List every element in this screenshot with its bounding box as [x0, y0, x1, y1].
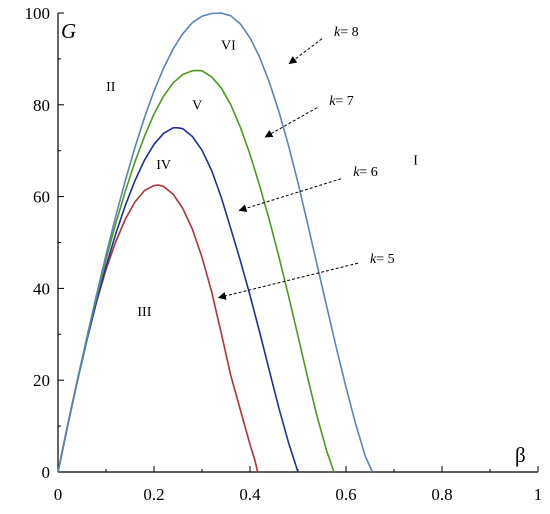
x-tick-label: 0.6 [335, 485, 356, 504]
region-label: I [413, 153, 418, 168]
region-label: V [192, 98, 202, 113]
series-line-3 [57, 69, 335, 473]
region-label: IV [156, 158, 171, 173]
k-value: = 8 [340, 25, 358, 40]
k-annotation-label: k= 5 [370, 252, 395, 267]
k-value: = 6 [359, 165, 377, 180]
curves [57, 12, 374, 473]
k-annotation-label: k= 8 [334, 25, 359, 40]
k-value: = 5 [376, 252, 394, 267]
x-tick-label: 0.2 [143, 485, 164, 504]
x-tick-label: 0.8 [431, 485, 452, 504]
y-tick-label: 20 [33, 371, 50, 390]
y-tick-label: 0 [42, 463, 51, 482]
annotation-arrow [217, 262, 359, 300]
series-line-1 [57, 184, 259, 473]
annotation-arrow [264, 107, 318, 138]
y-axis-label: G [61, 19, 76, 43]
k-value: = 7 [335, 94, 353, 109]
tick-labels: 0 0.2 0.4 0.6 0.8 1 0 20 40 60 80 100 [25, 4, 543, 504]
k-variable: k [334, 25, 341, 40]
x-tick-label: 0.4 [239, 485, 261, 504]
series-line-2 [57, 127, 299, 473]
k-variable: k [370, 252, 377, 267]
annotations: k= 8k= 7k= 6k= 5 [217, 25, 395, 300]
k-variable: k [353, 165, 360, 180]
y-tick-label: 40 [33, 279, 50, 298]
y-tick-label: 80 [33, 96, 50, 115]
region-label: II [106, 80, 116, 95]
x-tick-label: 0 [54, 485, 63, 504]
series-line-4 [57, 12, 374, 473]
x-axis-label: β [515, 443, 526, 467]
x-tick-label: 1 [534, 485, 543, 504]
k-annotation-label: k= 6 [353, 165, 378, 180]
region-label: III [137, 305, 151, 320]
k-annotation-label: k= 7 [329, 94, 354, 109]
annotation-arrow [288, 38, 323, 65]
y-tick-label: 100 [25, 4, 51, 23]
axes [57, 12, 539, 473]
annotation-arrow [238, 178, 342, 213]
region-label: VI [221, 39, 236, 54]
k-variable: k [329, 94, 336, 109]
y-tick-label: 60 [33, 188, 50, 207]
